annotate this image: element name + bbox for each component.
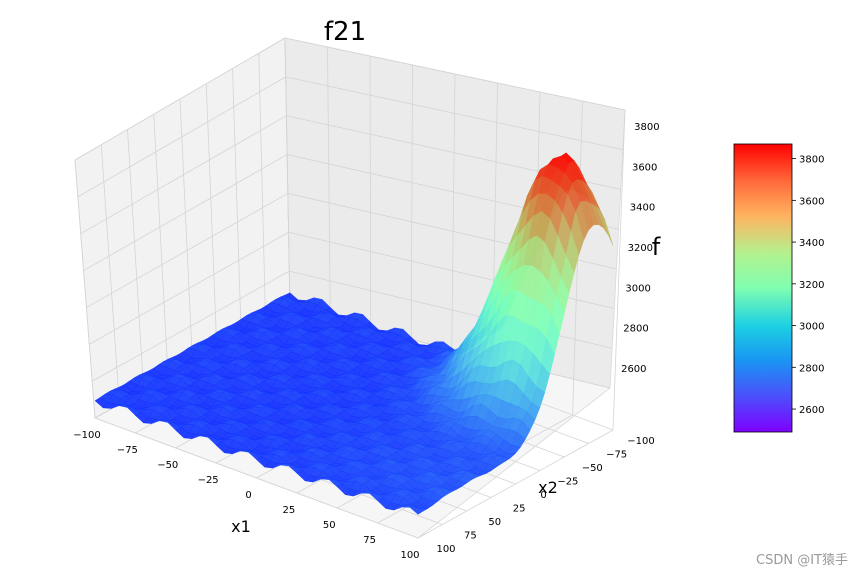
grid-line: [258, 53, 267, 324]
colorbar-tick-label: 3000: [799, 322, 824, 333]
x2-axis-ticks: −100−75−50 −25 0 25 50 75 100: [436, 436, 654, 555]
surface-plot: [94, 152, 614, 515]
x2-tick-label: 25: [513, 504, 526, 515]
f-tick-label: 3800: [634, 122, 659, 133]
grid-line: [369, 55, 372, 341]
grid-line: [77, 76, 286, 198]
colorbar-tick-label: 3400: [799, 238, 824, 249]
f-tick-label: 3600: [632, 162, 657, 173]
grid-line: [94, 417, 419, 539]
grid-line: [91, 270, 290, 382]
colorbar-tick-label: 2800: [799, 363, 824, 374]
f-tick-label: 3000: [625, 283, 650, 294]
x2-tick-label: 0: [540, 490, 546, 501]
colorbar-gradient: [733, 143, 793, 433]
grid-line: [86, 193, 289, 308]
grid-line: [100, 144, 120, 405]
x2-tick-label: −50: [582, 463, 603, 474]
grid-line: [74, 37, 286, 161]
x2-tick-label: −100: [627, 436, 654, 447]
grid-line: [205, 83, 218, 351]
x1-tick-label: 50: [323, 520, 336, 531]
grid-line: [127, 129, 145, 392]
colorbar-tick-label: 3800: [799, 155, 824, 166]
grid-line: [612, 109, 626, 431]
f-axis-ticks: 2600 2800 3000 3200 3400 3600 3800: [621, 122, 659, 375]
x2-tick-label: 50: [488, 517, 501, 528]
colorbar-ticks: 2600 2800 3000 3200 3400 3600 3800: [792, 155, 824, 416]
x1-tick-label: −50: [157, 460, 178, 471]
chart-title: f21: [324, 17, 366, 47]
grid-line: [410, 64, 413, 356]
x1-tick-label: −100: [73, 430, 100, 441]
x2-tick-label: 100: [436, 544, 455, 555]
grid-line: [153, 114, 169, 378]
grid-line: [232, 68, 242, 338]
grid-line: [89, 231, 289, 345]
x2-tick-label: −75: [606, 450, 627, 461]
x1-axis-label: x1: [231, 517, 251, 536]
grid-line: [285, 76, 623, 151]
grid-line: [74, 159, 96, 419]
x1-tick-label: 25: [283, 505, 296, 516]
colorbar-tick-label: 3600: [799, 196, 824, 207]
colorbar-tick-label: 2600: [799, 405, 824, 416]
x1-tick-label: −25: [198, 475, 219, 486]
x1-tick-label: −75: [117, 445, 138, 456]
grid-line: [284, 37, 626, 111]
grid-line: [327, 46, 331, 326]
f-axis-label: f: [652, 233, 661, 261]
f-tick-label: 2600: [621, 364, 646, 375]
grid-line: [80, 115, 287, 235]
watermark: CSDN @IT猿手: [756, 553, 848, 568]
x2-axis-label: x2: [538, 478, 558, 497]
f-tick-label: 2800: [623, 324, 648, 335]
x1-tick-label: 75: [363, 535, 376, 546]
colorbar: 2600 2800 3000 3200 3400 3600 3800: [733, 143, 824, 433]
grid-line: [417, 429, 614, 539]
grid-line: [284, 37, 291, 311]
grid-line: [179, 98, 193, 365]
colorbar-tick-label: 3200: [799, 280, 824, 291]
surface-patch: [409, 506, 424, 515]
x2-tick-label: 75: [464, 531, 477, 542]
f-tick-label: 3400: [630, 203, 655, 214]
x1-tick-label: 100: [400, 550, 419, 561]
x2-tick-label: −25: [557, 477, 578, 488]
f-tick-label: 3200: [628, 243, 653, 254]
grid-line: [451, 73, 456, 371]
grid-line: [83, 154, 288, 271]
x1-axis-ticks: −100 −75 −50 −25 0 25 50 75 100: [73, 430, 419, 561]
x1-tick-label: 0: [245, 490, 251, 501]
